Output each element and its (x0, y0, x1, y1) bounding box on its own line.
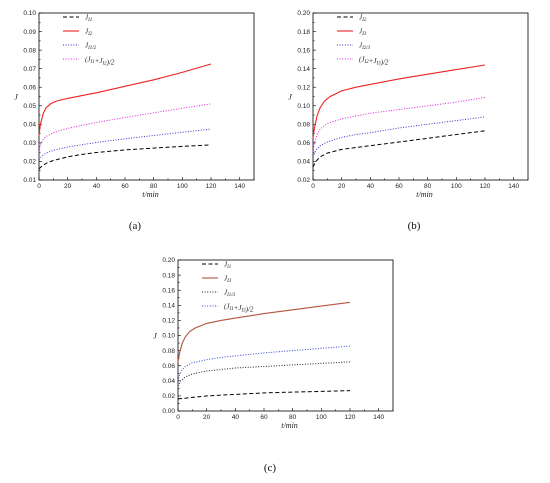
x-tick-label: 120 (480, 183, 491, 190)
y-tick-label: 0.18 (162, 272, 175, 279)
x-tick-label: 140 (508, 183, 519, 190)
legend-label: (JI1+JI2)/2 (85, 56, 115, 67)
y-tick-label: 0.08 (297, 122, 310, 129)
x-tick-label: 120 (206, 183, 217, 190)
y-tick-label: 0.20 (162, 257, 175, 264)
series-line-3 (177, 361, 351, 387)
x-tick-label: 80 (289, 414, 297, 421)
legend-label: (JI2+JI3)/2 (359, 56, 389, 67)
y-tick-label: 0.08 (162, 348, 175, 355)
y-tick-label: 0.16 (297, 47, 310, 54)
y-tick-label: 0.04 (162, 378, 175, 385)
x-tick-label: 140 (234, 183, 245, 190)
plot-frame (38, 12, 255, 181)
x-axis-label: t/min (416, 190, 432, 199)
x-tick-label: 0 (37, 183, 41, 190)
y-axis-label: J (288, 93, 292, 102)
series-line-1 (38, 144, 212, 170)
panel-label: (a) (129, 220, 142, 232)
series-line-2 (312, 64, 486, 139)
y-tick-label: 0.10 (297, 103, 310, 110)
y-tick-label: 0.02 (23, 159, 36, 166)
x-tick-label: 100 (451, 183, 462, 190)
x-tick-label: 40 (367, 183, 375, 190)
legend-label: JI3 (224, 275, 232, 285)
y-tick-label: 0.05 (23, 103, 36, 110)
y-tick-label: 0.06 (297, 140, 310, 147)
chart-panel-3: 0 20 40 60 80 100 120 140 0.00 0.02 0.04 0.06 0.08 0.… (153, 257, 394, 474)
y-tick-label: 0.06 (23, 84, 36, 91)
y-tick-label: 0.03 (23, 140, 36, 147)
y-axis-label: J (14, 93, 18, 102)
legend-label: JI2 (359, 14, 367, 24)
legend-label: JI3 (359, 28, 367, 38)
y-tick-label: 0.02 (162, 393, 175, 400)
x-tick-label: 140 (373, 414, 384, 421)
y-tick-label: 0.01 (23, 177, 36, 184)
y-tick-label: 0.16 (162, 287, 175, 294)
x-tick-label: 80 (150, 183, 158, 190)
y-tick-label: 0.18 (297, 29, 310, 36)
y-tick-label: 0.10 (162, 333, 175, 340)
plot-frame (312, 12, 529, 181)
x-tick-label: 60 (121, 183, 129, 190)
x-tick-label: 100 (177, 183, 188, 190)
y-tick-label: 0.12 (162, 318, 175, 325)
y-axis-label: J (153, 332, 157, 341)
legend-label: JI1/2 (85, 42, 97, 52)
y-tick-label: 0.04 (297, 159, 310, 166)
y-tick-label: 0.09 (23, 29, 36, 36)
series-line-4 (312, 96, 486, 153)
series-line-2 (38, 63, 212, 136)
x-tick-label: 40 (93, 183, 101, 190)
series-line-4 (38, 103, 212, 153)
panel-label: (b) (408, 220, 421, 232)
x-tick-label: 0 (311, 183, 315, 190)
y-tick-label: 0.07 (23, 66, 36, 73)
y-tick-label: 0.20 (297, 10, 310, 17)
x-tick-label: 20 (203, 414, 211, 421)
x-tick-label: 0 (176, 414, 180, 421)
y-tick-label: 0.14 (297, 66, 310, 73)
y-tick-label: 0.10 (23, 10, 36, 17)
x-axis-label: t/min (142, 190, 158, 199)
x-axis-label: t/min (281, 421, 297, 430)
x-tick-label: 20 (64, 183, 72, 190)
series-line-2 (177, 301, 351, 362)
y-tick-label: 0.12 (297, 84, 310, 91)
plot-frame (177, 259, 394, 412)
chart-panel-1: 0 20 40 60 80 100 120 140 0.01 0.02 0.03 0.04 0.05 0.… (14, 10, 255, 232)
legend-label: JI1 (85, 14, 92, 24)
x-tick-label: 40 (232, 414, 240, 421)
legend-label: JI2 (85, 28, 93, 38)
legend-label: JI1/3 (224, 289, 236, 299)
legend-label: (JI1+JI3)/2 (224, 303, 254, 314)
series-line-4 (177, 345, 351, 381)
y-tick-label: 0.00 (162, 408, 175, 415)
series-line-3 (38, 128, 212, 160)
y-tick-label: 0.02 (297, 177, 310, 184)
y-tick-label: 0.08 (23, 47, 36, 54)
legend-label: JI2/3 (359, 42, 371, 52)
chart-panel-2: 0 20 40 60 80 100 120 140 0.02 0.04 0.06 0.08 0.10 0.… (288, 10, 529, 232)
y-tick-label: 0.06 (162, 363, 175, 370)
x-tick-label: 20 (338, 183, 346, 190)
y-tick-label: 0.04 (23, 122, 36, 129)
legend-label: JI1 (224, 261, 231, 271)
panel-label: (c) (264, 462, 277, 474)
x-tick-label: 120 (345, 414, 356, 421)
y-tick-label: 0.14 (162, 303, 175, 310)
series-line-3 (312, 116, 486, 158)
x-tick-label: 60 (260, 414, 268, 421)
x-tick-label: 80 (424, 183, 432, 190)
x-tick-label: 100 (316, 414, 327, 421)
series-line-1 (312, 130, 486, 168)
x-tick-label: 60 (395, 183, 403, 190)
series-line-1 (177, 390, 351, 400)
